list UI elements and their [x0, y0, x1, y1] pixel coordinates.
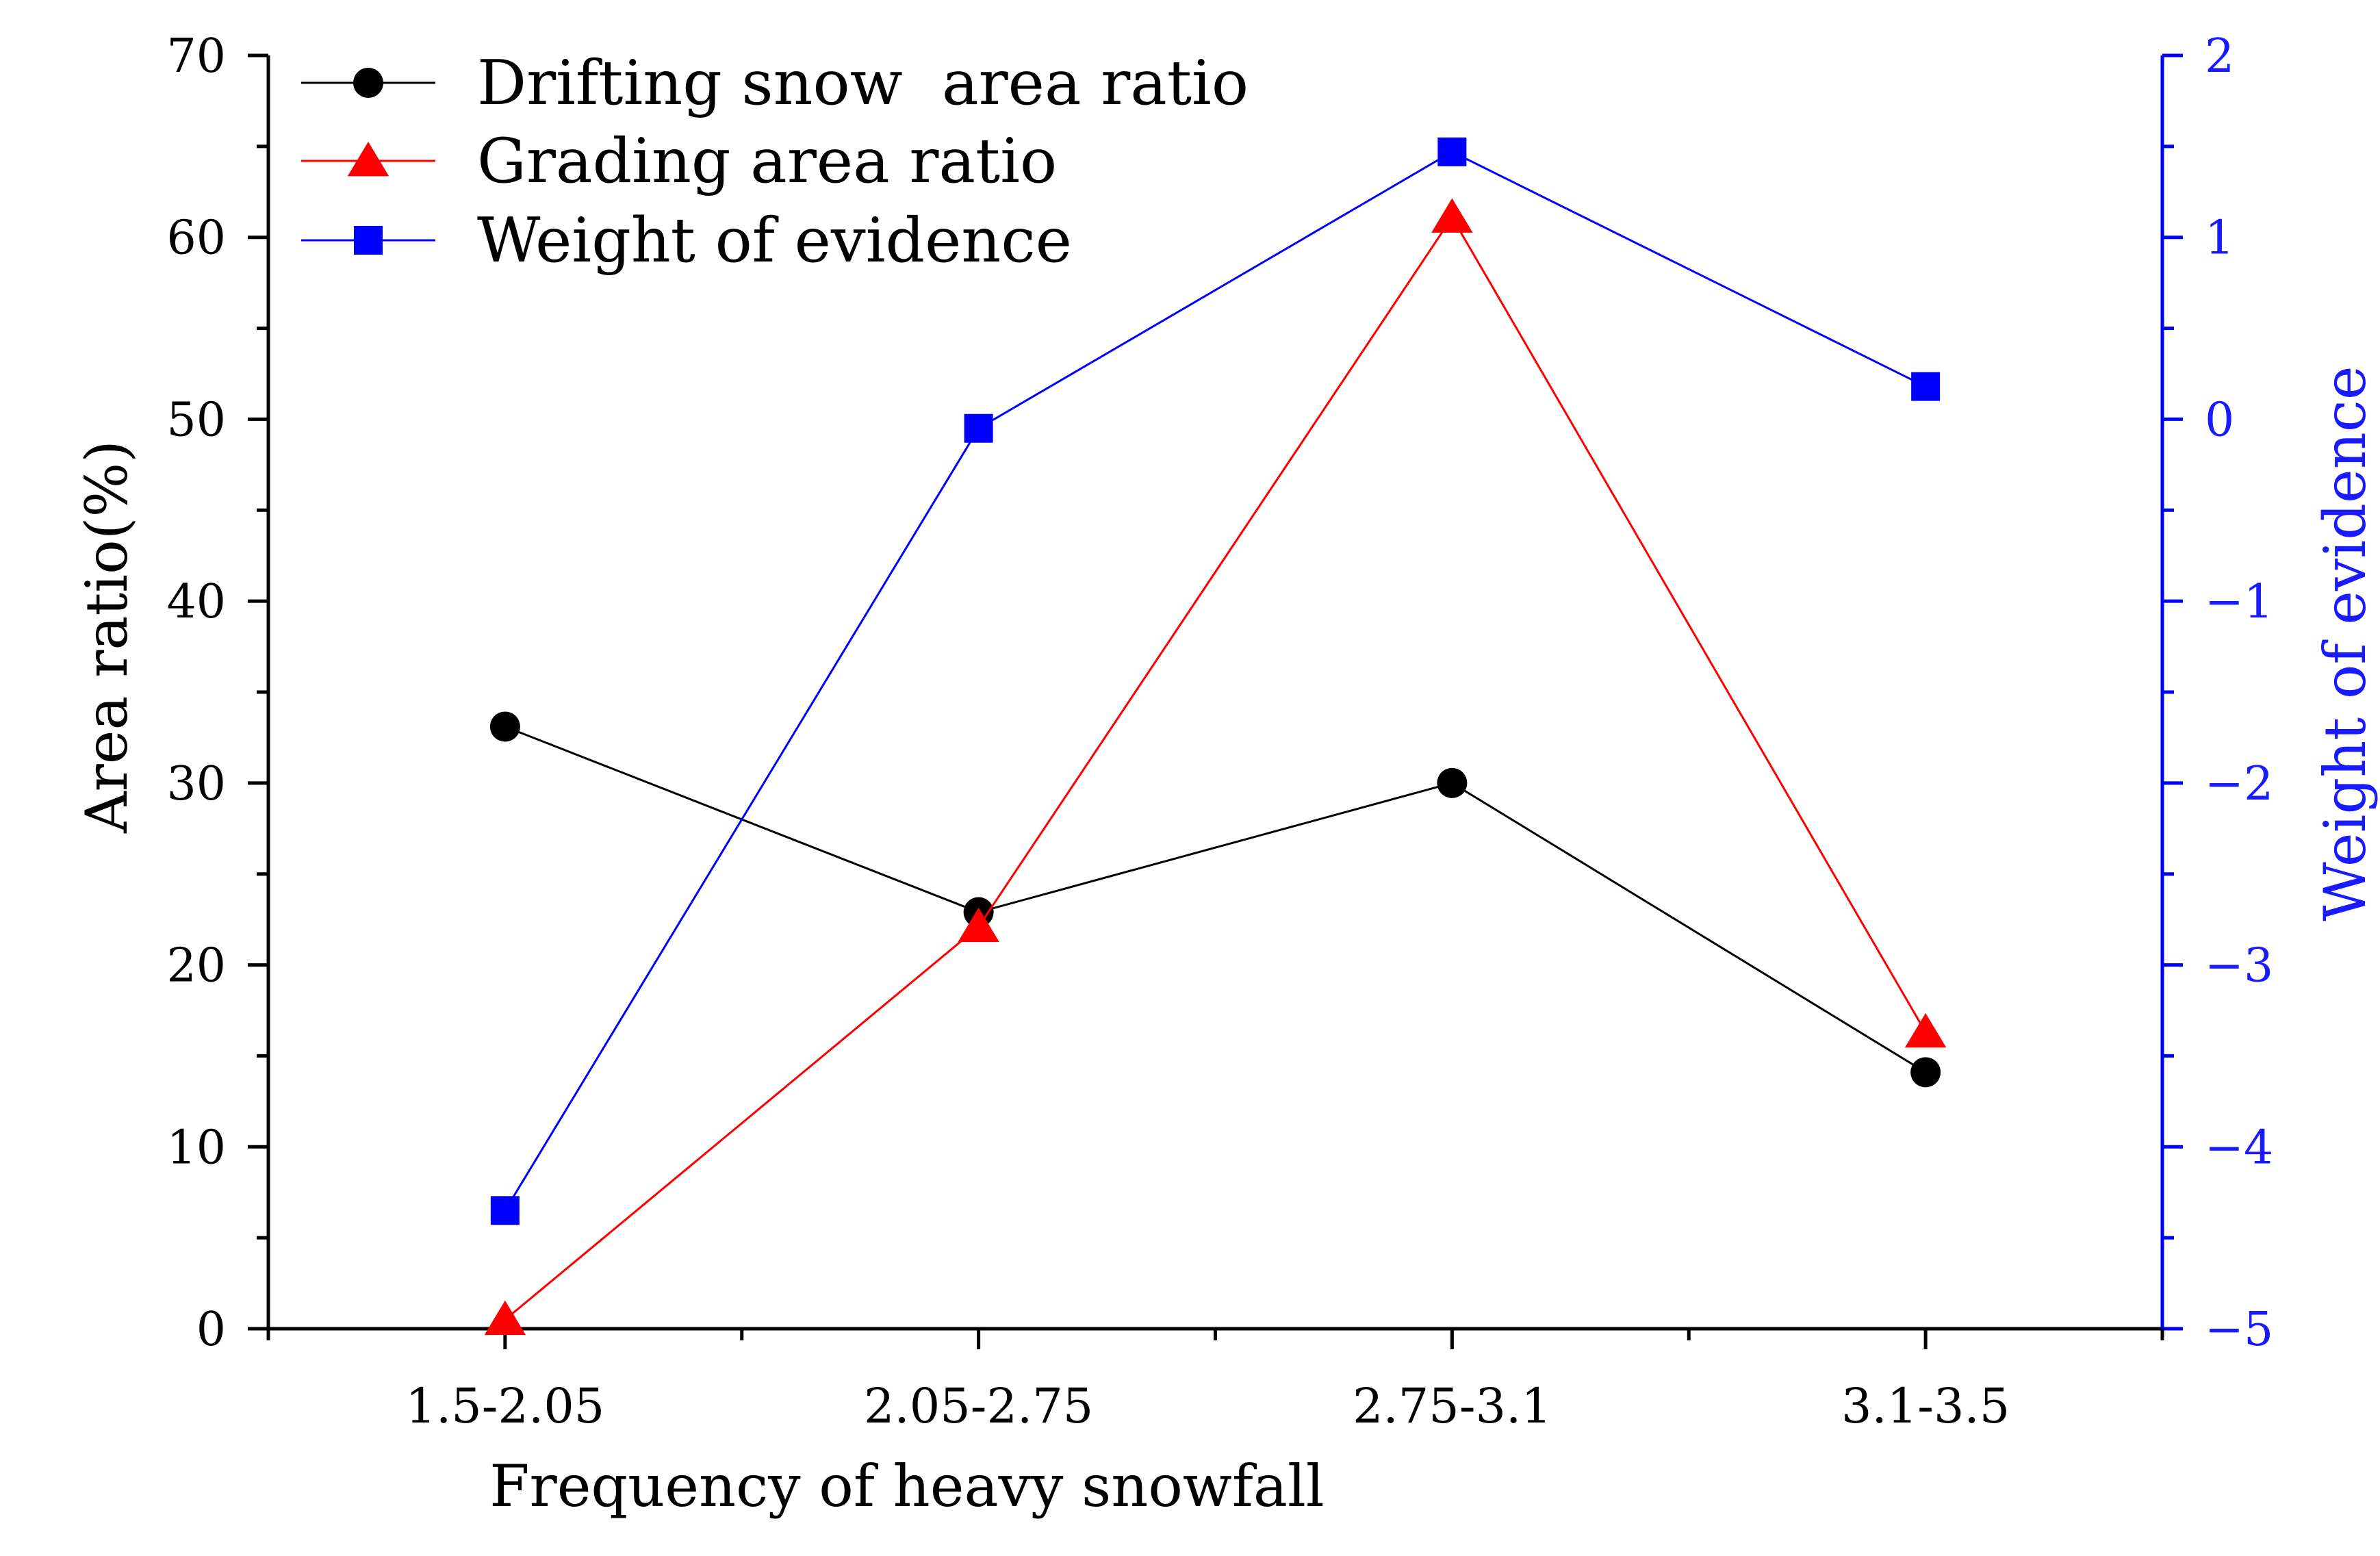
legend-label: Weight of evidence [477, 205, 1072, 277]
left-tick-label: 70 [166, 29, 226, 84]
x-axis-ticks: 1.5-2.05 2.05-2.75 2.75-3.1 3.1-3.5 [266, 1329, 2164, 1434]
left-tick-label: 20 [166, 939, 226, 993]
data-point [1904, 1012, 1947, 1048]
data-point [490, 1196, 520, 1225]
data-point [1910, 1057, 1941, 1088]
series-line [504, 151, 1926, 1212]
legend-label: Drifting snow area ratio [477, 47, 1249, 119]
right-axis-ticks: −5 −4 −3 −2 −1 0 1 2 [2162, 29, 2273, 1357]
legend-marker [353, 68, 383, 98]
y-axis-title: Area ratio(%) [73, 440, 140, 834]
right-tick-label: −3 [2205, 939, 2273, 993]
data-point [1911, 372, 1941, 401]
x-tick-label: 3.1-3.5 [1841, 1378, 2010, 1434]
x-tick-label: 1.5-2.05 [405, 1378, 604, 1434]
series-circle [489, 711, 1941, 1088]
right-tick-label: −2 [2205, 757, 2273, 811]
right-tick-label: −4 [2205, 1121, 2273, 1175]
x-tick-label: 2.05-2.75 [864, 1378, 1093, 1434]
left-tick-label: 40 [166, 575, 226, 629]
right-tick-label: −5 [2205, 1303, 2273, 1357]
data-point [1437, 767, 1468, 798]
data-point [1431, 198, 1473, 233]
left-axis-ticks: 0 10 20 30 40 50 60 70 [166, 29, 268, 1357]
series-square [490, 137, 1941, 1225]
data-point [489, 711, 520, 742]
legend-label: Grading area ratio [477, 125, 1057, 197]
series-line [504, 215, 1927, 1321]
y2-axis-title: Weight of evidence [2312, 366, 2379, 921]
right-tick-label: −1 [2205, 575, 2273, 629]
data-point [484, 1300, 526, 1336]
right-tick-label: 1 [2205, 212, 2234, 266]
x-axis-title: Frequency of heavy snowfall [489, 1453, 1324, 1520]
left-tick-label: 30 [166, 757, 226, 811]
left-tick-label: 60 [166, 212, 226, 266]
data-point [1437, 137, 1467, 166]
data-point [964, 413, 993, 443]
right-tick-label: 2 [2205, 29, 2234, 84]
series-layer [484, 137, 1947, 1336]
series-triangle [484, 198, 1947, 1336]
data-point [958, 907, 999, 943]
legend-marker [347, 142, 389, 177]
left-tick-label: 0 [196, 1303, 226, 1357]
left-tick-label: 10 [166, 1121, 226, 1175]
right-tick-label: 0 [2205, 393, 2234, 447]
legend-marker [354, 226, 383, 255]
left-tick-label: 50 [166, 393, 226, 447]
series-line [504, 726, 1926, 1073]
x-tick-label: 2.75-3.1 [1353, 1378, 1552, 1434]
